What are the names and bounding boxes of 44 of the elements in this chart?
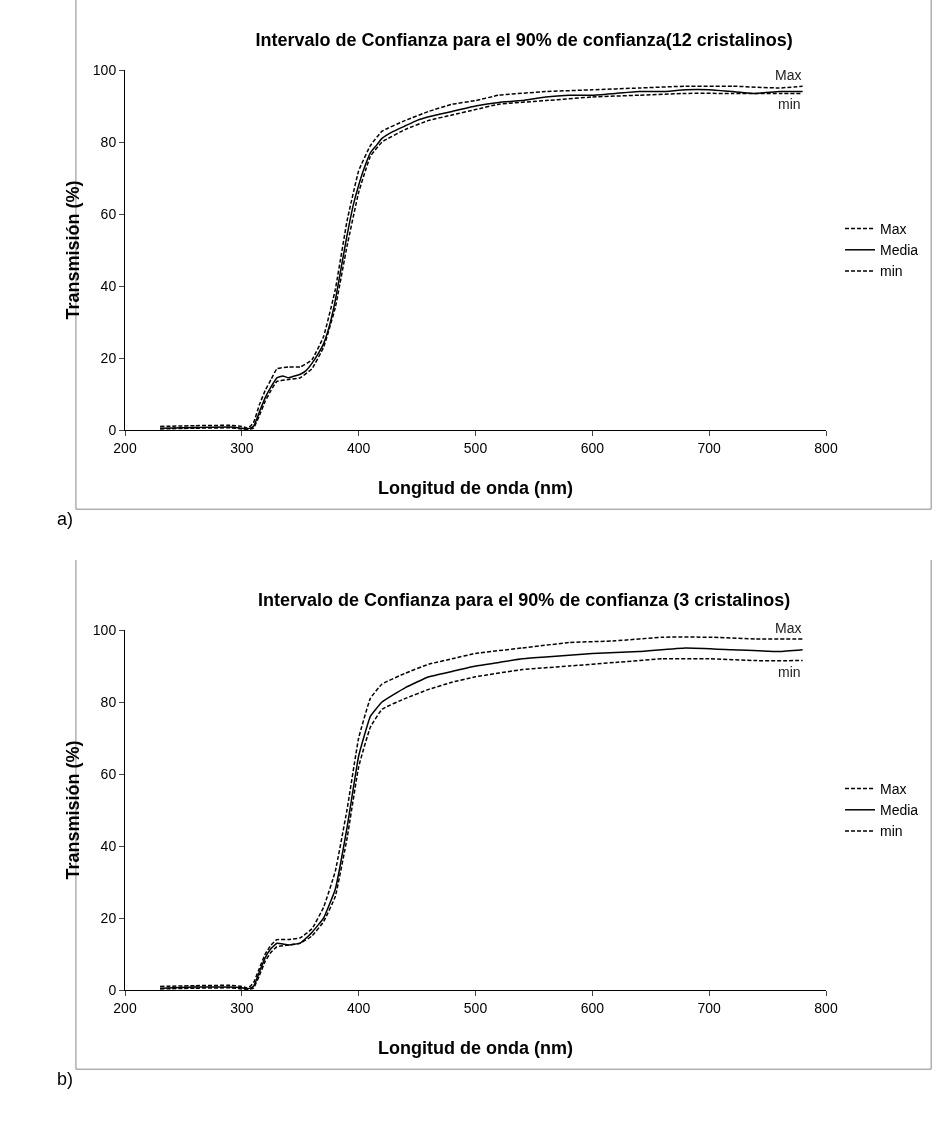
x-axis-title: Longitud de onda (nm) (378, 478, 573, 498)
legend-label: Media (880, 802, 919, 819)
legend-label: Max (880, 781, 907, 798)
y-tick-label: 80 (100, 693, 117, 710)
x-tick-label: 200 (113, 999, 137, 1016)
y-tick-label: 80 (100, 133, 117, 150)
x-tick-label: 200 (113, 439, 137, 456)
x-tick-label: 400 (346, 999, 371, 1016)
annotation: min (778, 664, 801, 680)
x-tick-label: 300 (230, 999, 254, 1016)
annotation: Max (775, 620, 802, 636)
x-tick-label: 700 (697, 439, 722, 456)
legend-label: min (880, 263, 903, 280)
annotation: Max (775, 67, 802, 83)
x-tick-label: 600 (580, 999, 605, 1016)
y-tick-label: 100 (92, 621, 117, 638)
legend-label: min (880, 823, 903, 840)
y-tick-label: 40 (100, 837, 117, 854)
x-tick-label: 500 (463, 439, 488, 456)
legend-label: Max (880, 221, 907, 238)
x-tick-label: 400 (346, 439, 371, 456)
x-axis-title: Longitud de onda (nm) (378, 1038, 573, 1058)
y-tick-label: 20 (100, 909, 117, 926)
x-tick-label: 800 (814, 999, 838, 1016)
y-tick-label: 0 (108, 981, 117, 998)
y-tick-label: 100 (92, 61, 117, 78)
x-tick-label: 800 (814, 439, 838, 456)
y-tick-label: 60 (100, 205, 117, 222)
y-tick-label: 0 (108, 421, 117, 438)
y-tick-label: 20 (100, 349, 117, 366)
y-tick-label: 40 (100, 277, 117, 294)
annotation: min (778, 96, 801, 112)
text: a) (57, 509, 74, 529)
y-axis-title: Transmisión (%) (63, 180, 83, 320)
y-axis-title: Transmisión (%) (63, 740, 83, 880)
chart-title: Intervalo de Confianza para el 90% de confianza(12 cristalinos) (255, 30, 793, 51)
x-tick-label: 300 (230, 439, 254, 456)
text: b) (57, 1069, 74, 1089)
y-tick-label: 60 (100, 765, 117, 782)
chart-title: Intervalo de Confianza para el 90% de confianza (3 cristalinos) (258, 590, 791, 611)
x-tick-label: 700 (697, 999, 722, 1016)
legend-label: Media (880, 242, 919, 259)
x-tick-label: 500 (463, 999, 488, 1016)
x-tick-label: 600 (580, 439, 605, 456)
